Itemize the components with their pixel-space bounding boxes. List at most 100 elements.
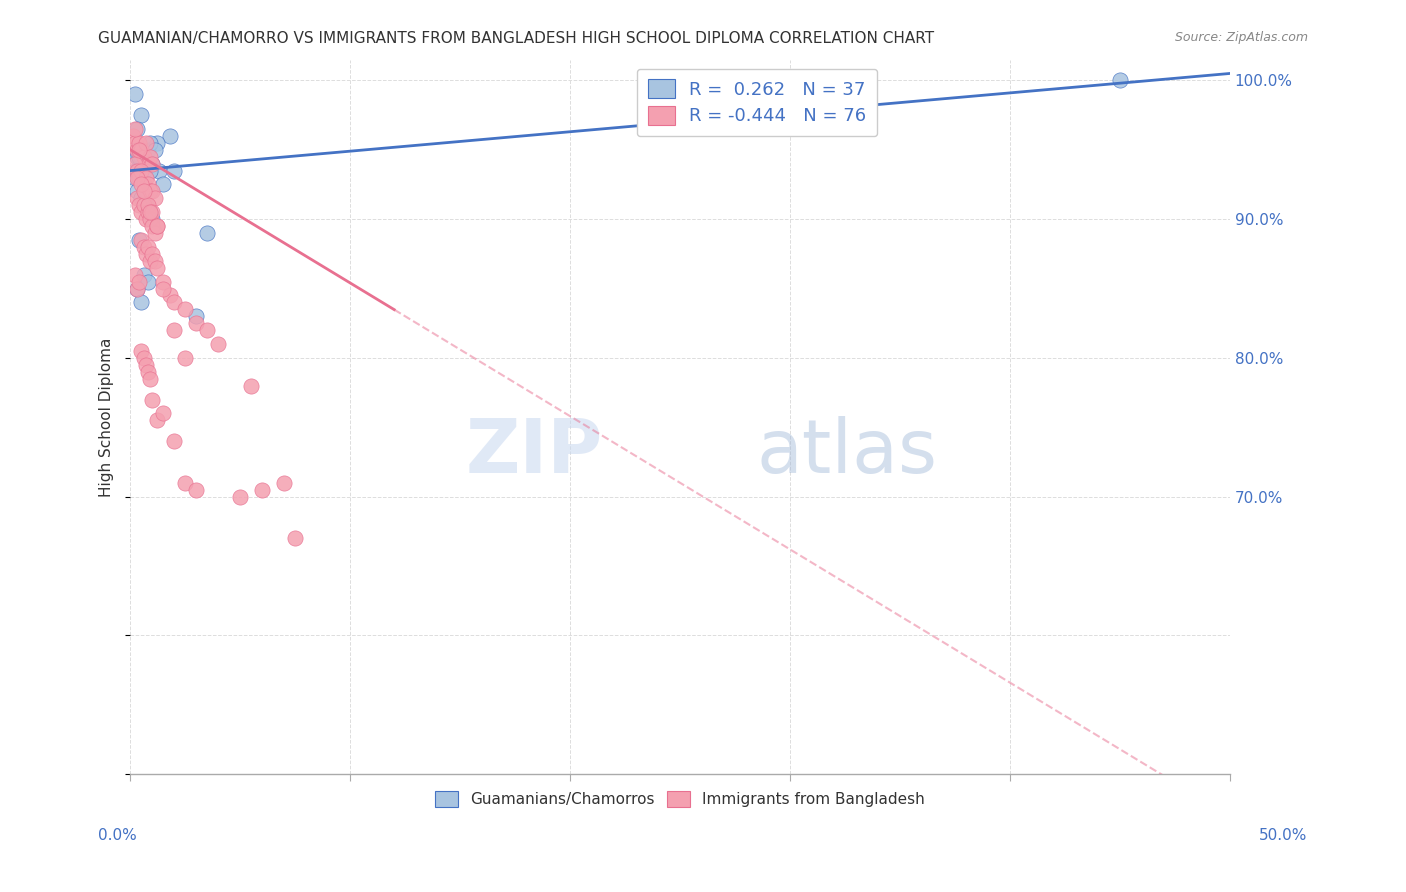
Point bbox=[174, 475, 197, 490]
Point bbox=[128, 150, 150, 164]
Point bbox=[143, 191, 166, 205]
Point bbox=[125, 122, 148, 136]
Point bbox=[139, 150, 162, 164]
Point bbox=[273, 475, 295, 490]
Point bbox=[141, 392, 163, 407]
Point bbox=[159, 288, 181, 302]
Point bbox=[186, 316, 208, 330]
Point bbox=[136, 156, 159, 170]
Point bbox=[174, 351, 197, 365]
Point bbox=[125, 150, 148, 164]
Point bbox=[125, 185, 148, 199]
Point bbox=[252, 483, 274, 497]
Point bbox=[131, 163, 153, 178]
Point bbox=[145, 219, 167, 233]
Point bbox=[136, 240, 159, 254]
Point bbox=[159, 128, 181, 143]
Point bbox=[284, 531, 307, 545]
Point bbox=[139, 205, 162, 219]
Point bbox=[152, 406, 174, 420]
Point bbox=[174, 302, 197, 317]
Point bbox=[132, 351, 155, 365]
Point bbox=[163, 323, 186, 337]
Point bbox=[128, 275, 150, 289]
Point bbox=[141, 219, 163, 233]
Point bbox=[145, 260, 167, 275]
Point bbox=[128, 170, 150, 185]
Point bbox=[125, 191, 148, 205]
Point bbox=[163, 434, 186, 449]
Point bbox=[195, 226, 218, 240]
Point bbox=[136, 275, 159, 289]
Point bbox=[131, 108, 153, 122]
Point bbox=[141, 156, 163, 170]
Point bbox=[163, 163, 186, 178]
Point bbox=[152, 275, 174, 289]
Point bbox=[128, 143, 150, 157]
Point bbox=[135, 170, 157, 185]
Point bbox=[145, 136, 167, 150]
Point bbox=[145, 219, 167, 233]
Point bbox=[141, 205, 163, 219]
Point bbox=[124, 87, 146, 102]
Point bbox=[125, 163, 148, 178]
Point bbox=[128, 233, 150, 247]
Point bbox=[141, 185, 163, 199]
Point bbox=[135, 136, 157, 150]
Point bbox=[143, 253, 166, 268]
Point bbox=[186, 310, 208, 324]
Point bbox=[240, 378, 263, 392]
Legend: Guamanians/Chamorros, Immigrants from Bangladesh: Guamanians/Chamorros, Immigrants from Ba… bbox=[426, 782, 934, 816]
Point bbox=[124, 122, 146, 136]
Text: 50.0%: 50.0% bbox=[1260, 828, 1308, 843]
Point bbox=[128, 198, 150, 212]
Point bbox=[141, 247, 163, 261]
Point bbox=[136, 143, 159, 157]
Point bbox=[131, 343, 153, 358]
Point bbox=[195, 323, 218, 337]
Point bbox=[139, 253, 162, 268]
Point bbox=[136, 365, 159, 379]
Point bbox=[207, 337, 229, 351]
Y-axis label: High School Diploma: High School Diploma bbox=[100, 337, 114, 497]
Point bbox=[131, 191, 153, 205]
Point bbox=[152, 281, 174, 295]
Point bbox=[135, 358, 157, 372]
Point bbox=[132, 268, 155, 282]
Point bbox=[163, 295, 186, 310]
Text: atlas: atlas bbox=[756, 416, 938, 489]
Point bbox=[1108, 73, 1130, 87]
Text: GUAMANIAN/CHAMORRO VS IMMIGRANTS FROM BANGLADESH HIGH SCHOOL DIPLOMA CORRELATION: GUAMANIAN/CHAMORRO VS IMMIGRANTS FROM BA… bbox=[98, 31, 935, 46]
Point bbox=[139, 212, 162, 227]
Point bbox=[139, 205, 162, 219]
Point bbox=[136, 178, 159, 192]
Point bbox=[132, 143, 155, 157]
Text: ZIP: ZIP bbox=[465, 416, 603, 489]
Point bbox=[139, 185, 162, 199]
Point bbox=[121, 128, 143, 143]
Point bbox=[135, 156, 157, 170]
Point bbox=[186, 483, 208, 497]
Point bbox=[229, 490, 252, 504]
Point bbox=[125, 281, 148, 295]
Point bbox=[132, 185, 155, 199]
Point bbox=[143, 226, 166, 240]
Point bbox=[128, 150, 150, 164]
Point bbox=[124, 268, 146, 282]
Point bbox=[132, 150, 155, 164]
Point bbox=[136, 198, 159, 212]
Point bbox=[124, 163, 146, 178]
Point bbox=[131, 143, 153, 157]
Point bbox=[152, 178, 174, 192]
Point bbox=[125, 170, 148, 185]
Point bbox=[135, 198, 157, 212]
Point bbox=[145, 413, 167, 427]
Point bbox=[131, 233, 153, 247]
Point bbox=[139, 372, 162, 386]
Point bbox=[135, 247, 157, 261]
Point bbox=[139, 163, 162, 178]
Text: Source: ZipAtlas.com: Source: ZipAtlas.com bbox=[1174, 31, 1308, 45]
Point bbox=[125, 143, 148, 157]
Point bbox=[124, 170, 146, 185]
Point bbox=[131, 150, 153, 164]
